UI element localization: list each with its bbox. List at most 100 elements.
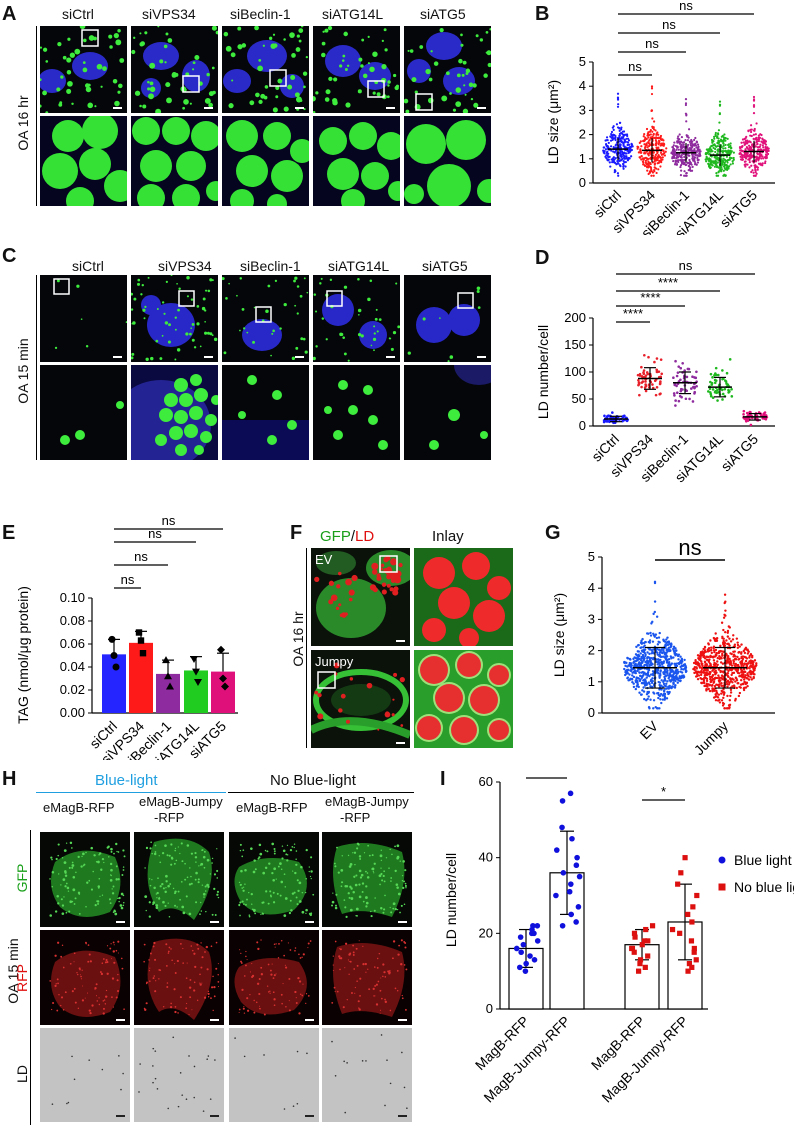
g-point [728, 707, 731, 710]
b-point [616, 92, 620, 95]
scale-bar [295, 356, 304, 358]
gfp-signal [166, 854, 169, 857]
i-point [685, 911, 691, 918]
b-point [685, 172, 688, 175]
b-point [645, 166, 649, 169]
lipid-droplet [479, 38, 484, 42]
d-point [640, 381, 644, 384]
rfp-signal [273, 1004, 276, 1007]
b-point [689, 147, 692, 150]
lipid-droplet [181, 1094, 184, 1096]
micrograph-f-inlay-ev [414, 548, 513, 646]
gfp-signal [214, 914, 217, 916]
lipid-droplet [167, 340, 171, 344]
gfp-signal [380, 872, 383, 876]
lipid-droplet [390, 558, 398, 566]
g-point [717, 650, 721, 653]
rfp-signal [105, 958, 108, 962]
e-ylabel: TAG (nmol/μg protein) [15, 586, 31, 724]
i-point [576, 873, 583, 880]
g-point [641, 650, 644, 653]
b-point [688, 154, 691, 157]
b-point [759, 154, 762, 157]
lipid-droplet [369, 279, 373, 283]
b-point [644, 159, 647, 162]
g-point [649, 673, 653, 676]
rfp-signal [197, 947, 200, 950]
b-point [605, 136, 609, 139]
gfp-signal [162, 900, 165, 904]
g-point [664, 674, 668, 677]
e-ytick-label: 0.00 [60, 705, 85, 720]
g-point [659, 669, 662, 672]
panel-f-divider [306, 548, 307, 748]
g-point [697, 674, 701, 677]
gfp-signal [286, 844, 289, 847]
gfp-signal [245, 903, 247, 906]
rfp-signal [98, 997, 100, 999]
b-point [683, 155, 686, 159]
lipid-droplet [348, 589, 355, 596]
lipid-droplet [134, 90, 141, 96]
gfp-signal [289, 848, 293, 852]
g-point [628, 678, 631, 682]
lipid-droplet-zoom [338, 380, 348, 390]
b-point [714, 134, 717, 137]
b-point [720, 170, 723, 173]
gfp-signal [153, 852, 157, 856]
gfp-signal [350, 887, 353, 890]
rfp-signal [281, 1002, 283, 1005]
lipid-droplet [209, 1098, 212, 1100]
gfp-signal [81, 855, 83, 858]
g-point [673, 676, 676, 679]
b-point [708, 165, 711, 169]
gfp-signal [115, 865, 118, 868]
gfp-signal [273, 852, 276, 855]
g-point [747, 678, 751, 681]
nucleus [223, 69, 251, 93]
b-point [720, 168, 723, 171]
gfp-signal [394, 869, 397, 873]
gfp-signal [284, 886, 287, 888]
b-point [654, 144, 658, 147]
gfp-signal [334, 904, 337, 907]
micrograph-h-gfp-1 [134, 832, 224, 927]
b-point [714, 131, 717, 135]
lipid-droplet [381, 64, 387, 70]
g-point [659, 655, 662, 659]
b-point [723, 165, 726, 168]
rfp-signal [189, 996, 192, 999]
i-point [516, 964, 523, 971]
i-point [534, 922, 541, 929]
g-point [651, 620, 654, 624]
rfp-signal [60, 1004, 62, 1007]
g-point [712, 649, 716, 652]
gfp-signal [365, 896, 368, 899]
b-point [672, 144, 675, 147]
g-point [632, 682, 635, 685]
gfp-signal [250, 847, 253, 850]
lipid-droplet [330, 594, 338, 602]
b-point [675, 156, 679, 159]
i-point [639, 942, 645, 948]
b-point [693, 147, 696, 151]
lipid-droplet [168, 323, 171, 327]
g-point [714, 672, 717, 675]
rfp-signal [240, 960, 242, 963]
rfp-signal [104, 961, 107, 964]
gfp-signal [170, 857, 174, 860]
b-point [643, 143, 646, 146]
g-point [712, 655, 715, 658]
lipid-droplet [150, 356, 154, 361]
lipid-droplet [283, 38, 286, 41]
g-point [729, 679, 733, 683]
gfp-signal [65, 882, 68, 885]
b-point [604, 139, 607, 142]
b-point [623, 157, 626, 160]
lipid-droplet [486, 50, 491, 56]
b-point [687, 136, 690, 139]
group-label-blue-light: Blue-light [95, 772, 158, 789]
gfp-signal [355, 874, 358, 877]
b-point [649, 133, 652, 136]
lipid-droplet-zoom [435, 684, 463, 712]
